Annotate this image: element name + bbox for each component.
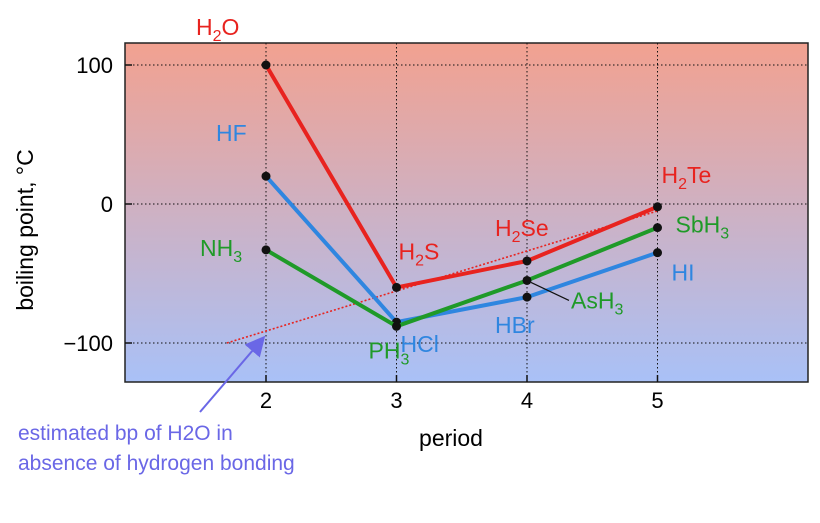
x-tick-label: 3 <box>390 388 402 413</box>
data-point <box>522 256 532 266</box>
y-tick-label: 100 <box>76 53 113 78</box>
y-tick-label: 0 <box>101 192 113 217</box>
point-label: H2Se <box>495 215 549 246</box>
x-axis-label: period <box>419 425 483 451</box>
series-line <box>264 63 659 290</box>
data-point <box>261 171 271 181</box>
y-tick-label: −100 <box>63 331 113 356</box>
data-point <box>261 60 271 70</box>
series-line <box>264 174 659 325</box>
point-label: HCl <box>401 331 439 357</box>
data-point <box>522 292 532 302</box>
y-axis-ticks: 100 0 −100 <box>63 53 132 356</box>
point-label: H2S <box>399 238 440 269</box>
annotation-text-line-2: absence of hydrogen bonding <box>18 452 295 475</box>
data-point <box>261 245 271 255</box>
data-point <box>392 282 401 292</box>
plot-area <box>124 42 809 383</box>
point-labels-layer: H2O H2S H2Se H2Te HF HCl HBr HI NH3 PH3 AsH3 SbH3 <box>196 14 729 368</box>
point-label: HF <box>216 120 247 146</box>
data-point <box>522 275 532 285</box>
data-point <box>653 248 662 258</box>
grid-lines <box>125 43 808 382</box>
series-line <box>264 225 659 329</box>
x-axis-ticks: 2 3 4 5 <box>260 375 664 413</box>
data-point <box>653 202 662 212</box>
x-tick-label: 5 <box>651 388 663 413</box>
x-tick-label: 2 <box>260 388 272 413</box>
point-label: PH3 <box>369 337 410 368</box>
data-point <box>392 321 401 331</box>
data-point <box>653 223 662 233</box>
point-label: H2O <box>196 14 239 45</box>
point-label: NH3 <box>200 235 242 266</box>
point-label: H2Te <box>662 162 712 193</box>
point-label: HBr <box>495 312 535 338</box>
annotation-arrow <box>199 335 266 413</box>
x-tick-label: 4 <box>521 388 533 413</box>
point-label: AsH3 <box>571 287 623 318</box>
series-layer <box>261 60 662 331</box>
annotation: estimated bp of H2O in absence of hydrog… <box>18 335 295 475</box>
y-axis-label: boiling point, °C <box>12 149 38 310</box>
annotation-text-line-1: estimated bp of H2O in <box>18 422 233 445</box>
point-label: HI <box>672 260 695 286</box>
point-label: SbH3 <box>676 212 730 243</box>
ash3-leader-line <box>530 281 570 301</box>
